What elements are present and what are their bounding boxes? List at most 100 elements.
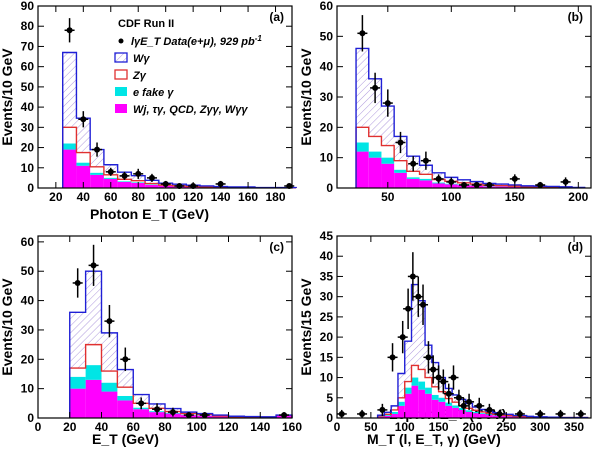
bar-wgamma (452, 394, 459, 403)
x-tick-label: 300 (530, 420, 550, 434)
y-tick-label: 80 (21, 19, 35, 33)
bar-other (145, 184, 159, 188)
bar-wgamma (391, 405, 398, 410)
x-tick-label: 120 (183, 190, 203, 204)
x-tick-label: 40 (77, 190, 91, 204)
x-tick-label: 100 (187, 420, 207, 434)
data-point (430, 366, 437, 373)
bar-other (133, 409, 150, 418)
bar-other (356, 151, 369, 188)
data-point (476, 402, 483, 409)
x-tick-label: 160 (282, 420, 302, 434)
y-tick-label: 10 (320, 371, 334, 385)
data-point (74, 279, 81, 286)
bar-efake (117, 395, 134, 401)
bar-other (117, 400, 134, 418)
bar-wgamma (76, 118, 91, 153)
bar-efake (90, 172, 104, 175)
data-point (338, 410, 345, 417)
x-tick-label: 120 (218, 420, 238, 434)
bar-other (432, 183, 445, 188)
bar-wgamma (101, 332, 118, 372)
x-tick-label: 100 (156, 190, 176, 204)
data-point (577, 410, 584, 417)
y-tick-label: 0 (326, 411, 333, 425)
bar-efake (404, 387, 412, 394)
x-tick-label: 140 (211, 190, 231, 204)
bar-other (381, 163, 395, 188)
bar-other (418, 389, 426, 418)
bar-wgamma (117, 369, 134, 388)
data-point (460, 402, 467, 409)
bar-wgamma (411, 284, 419, 366)
data-point (516, 410, 523, 417)
bar-efake (419, 178, 433, 181)
y-tick-label: 0 (27, 181, 34, 195)
legend-other-label: Wj, τγ, QCD, Zγγ, Wγγ (133, 104, 248, 116)
bar-other (117, 181, 132, 188)
data-point (169, 409, 176, 416)
y-tick-label: 90 (21, 0, 35, 13)
bar-efake (425, 387, 432, 394)
bar-wgamma (495, 184, 509, 186)
bar-efake (391, 411, 398, 414)
x-axis-label: M_T (l, E_T, γ) (GeV) (367, 431, 501, 447)
data-point (148, 174, 155, 181)
legend-wgamma-swatch (114, 52, 128, 63)
data-point (473, 181, 480, 188)
y-tick-label: 35 (320, 269, 334, 283)
y-tick-label: 45 (320, 229, 334, 243)
bar-other (465, 411, 473, 418)
data-point (425, 354, 432, 361)
bar-wgamma (472, 407, 480, 411)
bar-other (486, 414, 493, 418)
data-point (486, 406, 493, 413)
legend-title: CDF Run II (118, 18, 174, 30)
data-point (496, 410, 503, 417)
x-tick-label: 20 (49, 190, 63, 204)
bar-other (472, 413, 480, 418)
y-tick-label: 10 (21, 382, 35, 396)
panel-tag: (c) (269, 240, 284, 254)
data-point (466, 398, 473, 405)
bar-efake (397, 401, 405, 406)
plot-frame (37, 5, 293, 189)
y-tick-label: 15 (320, 350, 334, 364)
bar-efake (368, 151, 382, 158)
bar-other (425, 393, 432, 418)
data-point (455, 394, 462, 401)
bar-wgamma (404, 341, 412, 382)
legend-data-marker (118, 38, 124, 44)
bar-wgamma (479, 409, 487, 412)
x-tick-label: 200 (462, 420, 482, 434)
data-point (445, 390, 452, 397)
data-point (359, 30, 366, 37)
legend: CDF Run II lγE_T Data(e+μ), 929 pb-1 Wγ … (114, 18, 262, 116)
bar-other (438, 401, 446, 418)
bar-other (394, 172, 407, 188)
y-axis-label: Events/10 GeV (0, 278, 15, 376)
bar-efake (411, 377, 419, 386)
x-tick-label: 0 (35, 420, 42, 434)
bar-efake (438, 397, 446, 402)
bar-efake (381, 157, 395, 164)
data-point (562, 178, 569, 185)
x-axis-label: Photon E_T (GeV) (90, 206, 209, 222)
panel-tag: (b) (568, 10, 583, 24)
x-tick-label: 80 (158, 420, 172, 434)
x-tick-label: 50 (364, 420, 378, 434)
bar-other (384, 415, 392, 418)
x-tick-label: 80 (132, 190, 146, 204)
y-tick-label: 30 (320, 290, 334, 304)
bar-efake (76, 162, 91, 166)
bar-other (406, 178, 420, 188)
panel-tag: (a) (269, 10, 284, 24)
data-point (537, 181, 544, 188)
data-point (121, 172, 128, 179)
y-tick-label: 20 (320, 330, 334, 344)
y-tick-label: 50 (320, 29, 334, 43)
y-axis-label: Events/10 GeV (0, 48, 15, 146)
bar-other (492, 415, 500, 418)
data-point (122, 356, 129, 363)
